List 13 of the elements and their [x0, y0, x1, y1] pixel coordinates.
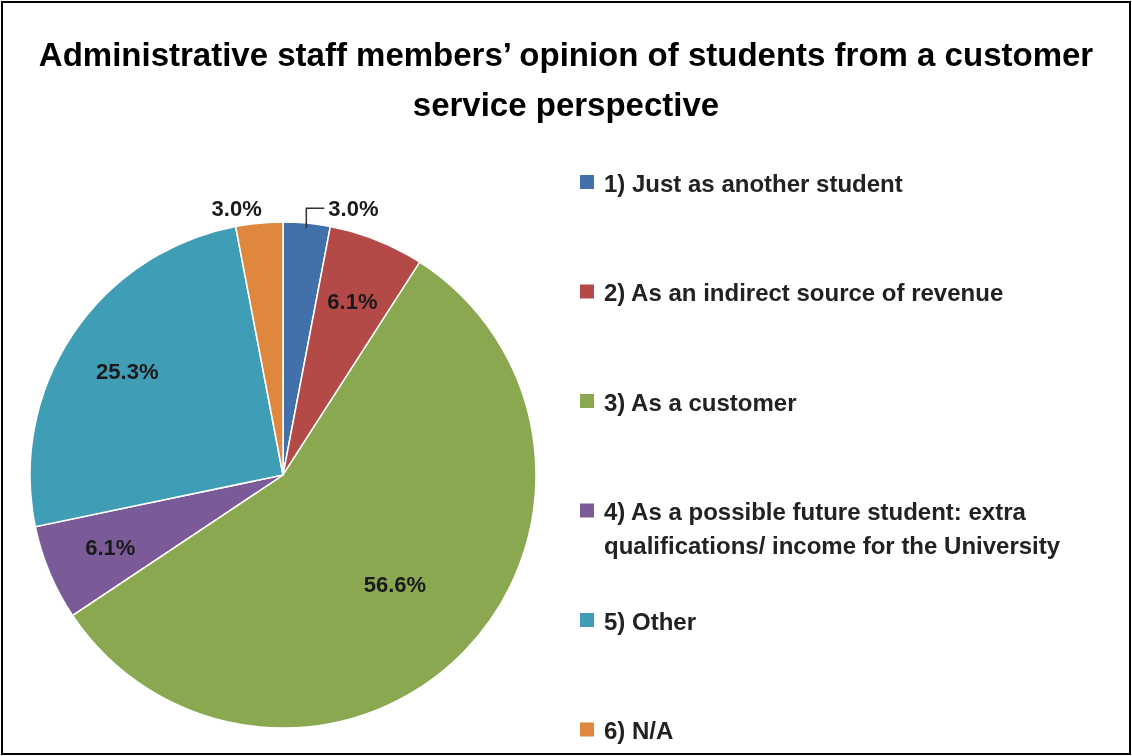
legend-label: 5) Other: [604, 607, 697, 635]
data-label: 3.0%: [328, 195, 379, 221]
legend-label: 4) As a possible future student: extra qualifications/ income for the University: [604, 498, 1061, 559]
legend-label: 6) N/A: [604, 717, 674, 744]
data-label: 56.6%: [363, 572, 427, 598]
legend-label: 2) As an indirect source of revenue: [604, 279, 1004, 306]
data-label: 6.1%: [327, 288, 378, 314]
chart-title: Administrative staff members’ opinion of students from a customer service perspective: [38, 36, 1094, 123]
legend-label: 1) Just as another student: [604, 169, 903, 197]
data-label: 25.3%: [96, 358, 159, 384]
legend-label: 3) As a customer: [604, 388, 797, 416]
data-label: 6.1%: [85, 534, 136, 560]
data-label: 3.0%: [211, 195, 262, 221]
